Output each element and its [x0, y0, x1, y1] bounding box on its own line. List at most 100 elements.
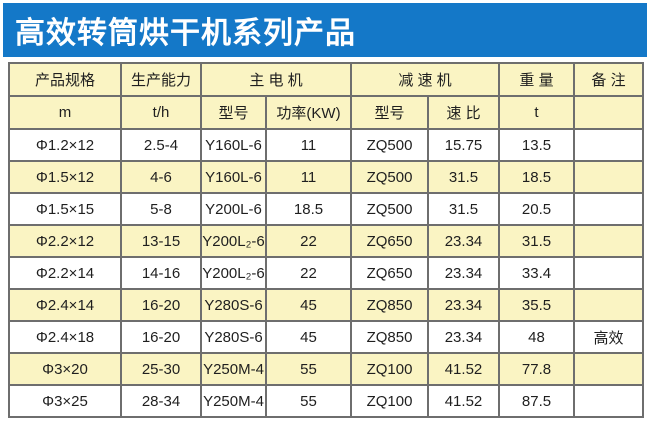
cell-capacity: 13-15	[120, 224, 202, 258]
header-weight-unit: t	[498, 95, 575, 130]
cell-remark	[573, 256, 644, 290]
header-speed-ratio: 速 比	[427, 95, 500, 130]
cell-remark	[573, 128, 644, 162]
cell-motor-model: Y200L-6	[200, 192, 267, 226]
cell-motor-power: 55	[265, 384, 352, 418]
cell-remark	[573, 192, 644, 226]
table-body: Φ1.2×12 2.5-4 Y160L-6 11 ZQ500 15.75 13.…	[8, 128, 644, 418]
cell-motor-model: Y280S-6	[200, 320, 267, 354]
cell-motor-power: 45	[265, 320, 352, 354]
cell-motor-model: Y280S-6	[200, 288, 267, 322]
table-row: Φ1.5×15 5-8 Y200L-6 18.5 ZQ500 31.5 20.5	[8, 192, 644, 226]
cell-reducer-model: ZQ500	[350, 128, 429, 162]
cell-reducer-model: ZQ100	[350, 384, 429, 418]
cell-motor-power: 22	[265, 224, 352, 258]
header-motor-model: 型号	[200, 95, 267, 130]
cell-spec: Φ2.2×14	[8, 256, 122, 290]
cell-capacity: 14-16	[120, 256, 202, 290]
cell-weight: 77.8	[498, 352, 575, 386]
cell-motor-model: Y160L-6	[200, 160, 267, 194]
cell-spec: Φ2.4×18	[8, 320, 122, 354]
cell-remark	[573, 288, 644, 322]
header-motor-power: 功率(KW)	[265, 95, 352, 130]
cell-motor-model: Y200L₂-6	[200, 224, 267, 258]
cell-motor-model: Y160L-6	[200, 128, 267, 162]
cell-speed-ratio: 23.34	[427, 288, 500, 322]
cell-speed-ratio: 31.5	[427, 160, 500, 194]
cell-remark	[573, 352, 644, 386]
cell-motor-model: Y250M-4	[200, 384, 267, 418]
cell-capacity: 4-6	[120, 160, 202, 194]
cell-spec: Φ1.5×12	[8, 160, 122, 194]
table-row: Φ1.2×12 2.5-4 Y160L-6 11 ZQ500 15.75 13.…	[8, 128, 644, 162]
cell-reducer-model: ZQ850	[350, 320, 429, 354]
cell-remark: 高效	[573, 320, 644, 354]
cell-reducer-model: ZQ500	[350, 192, 429, 226]
cell-reducer-model: ZQ500	[350, 160, 429, 194]
cell-weight: 48	[498, 320, 575, 354]
cell-speed-ratio: 15.75	[427, 128, 500, 162]
cell-spec: Φ3×20	[8, 352, 122, 386]
table-row: Φ2.2×12 13-15 Y200L₂-6 22 ZQ650 23.34 31…	[8, 224, 644, 258]
cell-speed-ratio: 31.5	[427, 192, 500, 226]
cell-speed-ratio: 41.52	[427, 352, 500, 386]
table-row: Φ2.2×14 14-16 Y200L₂-6 22 ZQ650 23.34 33…	[8, 256, 644, 290]
header-weight: 重 量	[498, 62, 575, 97]
cell-speed-ratio: 23.34	[427, 320, 500, 354]
cell-speed-ratio: 41.52	[427, 384, 500, 418]
cell-weight: 35.5	[498, 288, 575, 322]
cell-weight: 13.5	[498, 128, 575, 162]
cell-spec: Φ1.2×12	[8, 128, 122, 162]
header-row-units: m t/h 型号 功率(KW) 型号 速 比 t	[8, 95, 644, 130]
cell-remark	[573, 224, 644, 258]
header-remark-unit	[573, 95, 644, 130]
header-capacity: 生产能力	[120, 62, 202, 97]
cell-motor-power: 55	[265, 352, 352, 386]
header-reducer: 减 速 机	[350, 62, 500, 97]
header-capacity-unit: t/h	[120, 95, 202, 130]
cell-speed-ratio: 23.34	[427, 256, 500, 290]
cell-spec: Φ3×25	[8, 384, 122, 418]
header-main-motor: 主 电 机	[200, 62, 352, 97]
cell-remark	[573, 384, 644, 418]
cell-motor-power: 45	[265, 288, 352, 322]
header-spec-unit: m	[8, 95, 122, 130]
cell-capacity: 16-20	[120, 288, 202, 322]
header-remark: 备 注	[573, 62, 644, 97]
page-title: 高效转筒烘干机系列产品	[15, 17, 356, 50]
table-row: Φ2.4×18 16-20 Y280S-6 45 ZQ850 23.34 48 …	[8, 320, 644, 354]
cell-motor-power: 11	[265, 160, 352, 194]
cell-weight: 33.4	[498, 256, 575, 290]
cell-motor-model: Y200L₂-6	[200, 256, 267, 290]
page: 高效转筒烘干机系列产品 产品规格 生产能力 主 电 机 减 速 机 重 量 备 …	[0, 3, 650, 422]
table-row: Φ3×20 25-30 Y250M-4 55 ZQ100 41.52 77.8	[8, 352, 644, 386]
cell-weight: 18.5	[498, 160, 575, 194]
cell-weight: 20.5	[498, 192, 575, 226]
table-row: Φ3×25 28-34 Y250M-4 55 ZQ100 41.52 87.5	[8, 384, 644, 418]
cell-reducer-model: ZQ850	[350, 288, 429, 322]
table-row: Φ1.5×12 4-6 Y160L-6 11 ZQ500 31.5 18.5	[8, 160, 644, 194]
header-spec: 产品规格	[8, 62, 122, 97]
cell-capacity: 5-8	[120, 192, 202, 226]
header-reducer-model: 型号	[350, 95, 429, 130]
cell-capacity: 28-34	[120, 384, 202, 418]
cell-reducer-model: ZQ650	[350, 224, 429, 258]
cell-capacity: 2.5-4	[120, 128, 202, 162]
cell-motor-model: Y250M-4	[200, 352, 267, 386]
cell-spec: Φ2.2×12	[8, 224, 122, 258]
title-banner: 高效转筒烘干机系列产品	[3, 3, 647, 57]
cell-reducer-model: ZQ100	[350, 352, 429, 386]
header-row-groups: 产品规格 生产能力 主 电 机 减 速 机 重 量 备 注	[8, 62, 644, 97]
cell-motor-power: 11	[265, 128, 352, 162]
cell-spec: Φ1.5×15	[8, 192, 122, 226]
cell-motor-power: 18.5	[265, 192, 352, 226]
cell-reducer-model: ZQ650	[350, 256, 429, 290]
cell-capacity: 25-30	[120, 352, 202, 386]
cell-remark	[573, 160, 644, 194]
cell-spec: Φ2.4×14	[8, 288, 122, 322]
cell-weight: 31.5	[498, 224, 575, 258]
table-header: 产品规格 生产能力 主 电 机 减 速 机 重 量 备 注 m t/h 型号 功…	[8, 62, 644, 130]
product-spec-table: 产品规格 生产能力 主 电 机 减 速 机 重 量 备 注 m t/h 型号 功…	[8, 62, 644, 418]
cell-capacity: 16-20	[120, 320, 202, 354]
cell-motor-power: 22	[265, 256, 352, 290]
